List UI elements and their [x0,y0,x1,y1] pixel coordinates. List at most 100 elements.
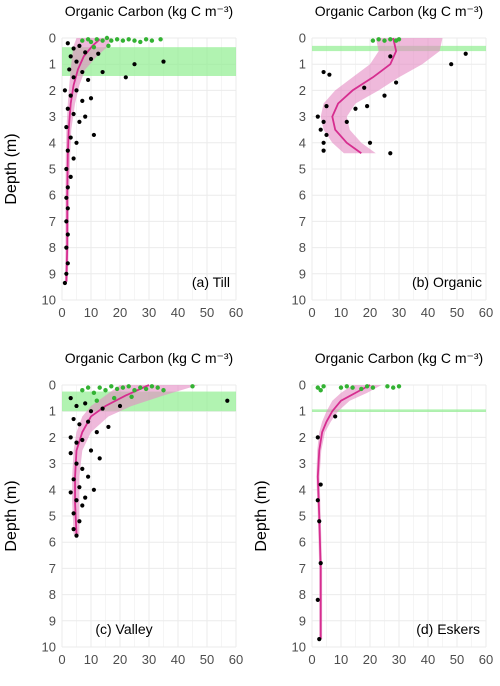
y-tick-label: 2 [49,430,56,445]
data-point-deep [62,280,67,286]
data-point-deep [83,50,88,55]
data-point-surface [120,38,126,43]
data-point-deep [65,232,70,237]
y-tick-label: 1 [49,404,56,419]
data-point-deep [321,69,326,75]
data-point-deep [321,140,326,145]
data-point-deep [225,398,230,403]
x-tick-label: 0 [58,652,65,667]
data-point-deep [91,132,96,138]
data-point-surface [376,37,381,42]
data-point-deep [71,111,76,117]
data-point-surface [112,395,117,401]
data-point-deep [315,597,320,602]
data-point-deep [463,51,468,56]
data-point-deep [64,195,69,200]
data-point-deep [83,401,88,406]
data-point-deep [318,561,323,566]
data-point-surface [80,388,85,393]
data-point-deep [321,119,326,124]
x-tick-labels: 0 10 20 30 40 50 60 [308,652,493,667]
data-point-deep [71,46,76,51]
data-point-surface [114,386,120,392]
data-point-surface [364,384,370,389]
horizon-band-rect [312,409,486,412]
data-point-surface [321,384,326,389]
data-point-surface [138,39,143,45]
data-point-surface [396,384,402,389]
data-point-surface [109,38,114,43]
data-point-deep [86,77,91,83]
data-point-surface [149,384,155,389]
y-tick-label: 8 [49,240,56,255]
data-point-surface [104,35,110,41]
data-point-surface [91,44,97,50]
data-point-deep [86,474,91,479]
data-point-deep [77,119,82,124]
data-point-deep [96,51,101,56]
y-tick-label: 4 [49,482,56,497]
data-point-deep [94,430,99,435]
data-point-deep [68,435,73,440]
data-point-surface [94,398,99,403]
y-tick-label: 1 [49,57,56,72]
y-tick-label: 8 [49,587,56,602]
y-tick-label: 6 [49,535,56,550]
data-point-deep [68,174,73,179]
data-points [62,35,166,286]
data-point-surface [114,37,120,42]
data-point-surface [161,388,166,393]
y-tick-label: 8 [299,240,306,255]
panel-label: (b) Organic [412,274,482,290]
y-tick-label: 2 [299,430,306,445]
data-point-deep [65,206,70,211]
data-point-deep [317,637,322,642]
data-point-surface [120,385,126,390]
x-tick-label: 60 [229,652,243,667]
x-tick-label: 0 [58,305,65,320]
panel-label: (a) Till [192,274,230,290]
y-tick-label: 6 [299,188,306,203]
data-point-deep [71,477,76,482]
data-point-surface [85,37,91,42]
data-point-surface [350,385,355,390]
data-point-surface [126,37,131,42]
data-point-surface [126,384,131,389]
x-tick-label: 10 [84,652,98,667]
data-point-deep [74,498,79,503]
data-point-surface [385,384,390,389]
fitted-curve [316,384,371,640]
fitted-curve [331,37,398,155]
grid [61,384,237,648]
data-point-deep [327,72,332,77]
chart-title: Organic Carbon (kg C m⁻³) [315,3,483,19]
y-tick-label: 9 [299,613,306,628]
data-point-deep [88,56,94,62]
data-point-deep [91,487,96,492]
data-point-deep [68,93,73,98]
fitted-curve [74,384,150,535]
x-tick-label: 50 [450,305,464,320]
data-point-deep [394,80,399,85]
data-point-deep [80,69,85,75]
chart-title: Organic Carbon (kg C m⁻³) [65,3,233,19]
data-point-surface [370,38,376,43]
x-tick-label: 50 [200,305,214,320]
y-tick-label: 5 [49,509,56,524]
data-point-deep [71,156,76,161]
fitted-profile-line [316,384,371,640]
y-tick-label: 7 [299,561,306,576]
data-point-deep [100,406,105,411]
x-tick-label: 10 [334,305,348,320]
data-point-deep [77,485,82,490]
y-tick-label: 5 [49,162,56,177]
data-point-surface [158,37,163,42]
x-tick-label: 40 [421,305,435,320]
x-tick-labels: 0 10 20 30 40 50 60 [58,305,243,320]
data-point-surface [109,384,114,389]
data-point-deep [100,69,105,75]
data-point-surface [129,394,134,399]
confidence-band [320,38,443,154]
data-point-deep [74,533,79,538]
